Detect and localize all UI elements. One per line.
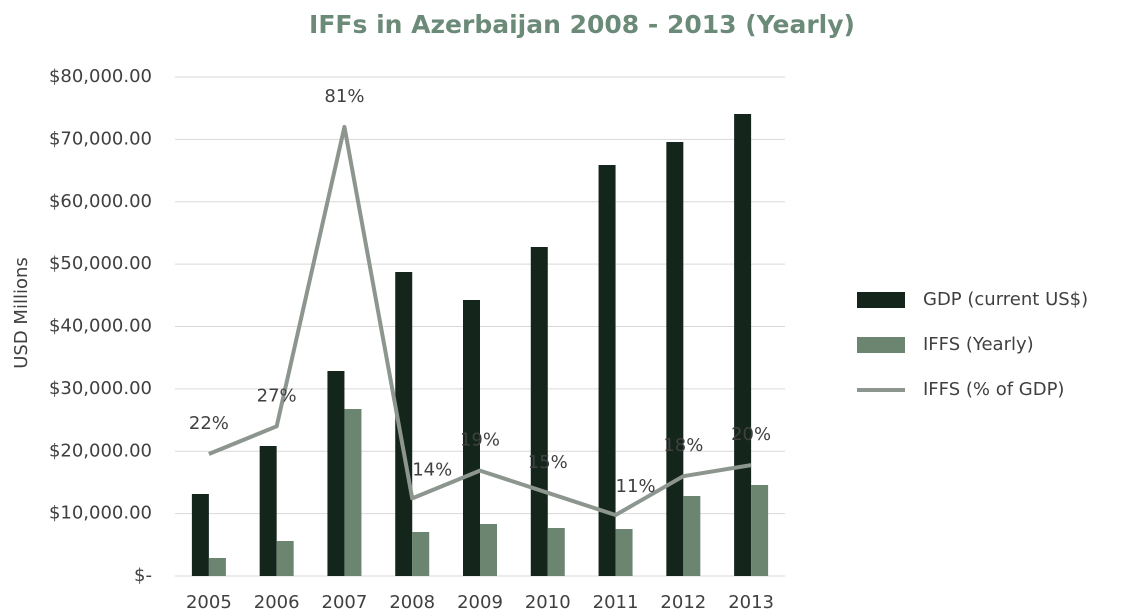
bar [751, 485, 769, 576]
y-tick-label: $10,000.00 [49, 503, 152, 524]
bar [615, 529, 633, 576]
bar [276, 541, 294, 576]
data-label: 18% [663, 435, 703, 456]
x-tick-label: 2012 [660, 592, 706, 613]
bar [327, 370, 345, 576]
chart-title: IFFs in Azerbaijan 2008 - 2013 (Yearly) [309, 10, 855, 39]
y-tick-label: $50,000.00 [49, 253, 152, 274]
data-label: 14% [412, 459, 452, 480]
legend-label: GDP (current US$) [923, 289, 1088, 310]
x-tick-label: 2008 [389, 592, 435, 613]
x-tick-label: 2013 [728, 592, 774, 613]
data-label: 27% [257, 385, 297, 406]
bar [734, 114, 752, 576]
data-label: 22% [189, 413, 229, 434]
x-tick-label: 2009 [457, 592, 503, 613]
bar [480, 523, 497, 576]
y-tick-label: $- [134, 565, 152, 586]
x-tick-label: 2006 [254, 592, 300, 613]
line [208, 124, 752, 518]
x-tick-label: 2005 [186, 592, 232, 613]
data-label: 15% [528, 452, 568, 473]
y-tick-label: $30,000.00 [49, 378, 152, 399]
x-tick-label: 2007 [322, 592, 368, 613]
legend-swatch [857, 292, 905, 308]
bar [191, 494, 209, 576]
bar [412, 532, 430, 576]
x-tick-label: 2011 [593, 592, 639, 613]
y-tick-label: $60,000.00 [49, 191, 152, 212]
bar [344, 408, 362, 576]
bar [666, 142, 684, 577]
data-label: 20% [731, 424, 771, 445]
bar [463, 300, 480, 576]
data-label: 81% [324, 86, 364, 107]
bar [598, 164, 616, 576]
bar [259, 445, 277, 576]
legend-label: IFFS (Yearly) [923, 334, 1034, 355]
bar [530, 247, 548, 577]
bar [208, 557, 226, 576]
y-tick-label: $70,000.00 [49, 128, 152, 149]
y-tick-label: $40,000.00 [49, 316, 152, 337]
legend-label: IFFS (% of GDP) [923, 379, 1064, 400]
data-label: 11% [616, 476, 656, 497]
y-tick-label: $80,000.00 [49, 66, 152, 87]
x-tick-label: 2010 [525, 592, 571, 613]
data-label: 19% [460, 430, 500, 451]
legend-swatch [857, 337, 905, 353]
y-axis-label: USD Millions [11, 257, 32, 369]
bar [683, 495, 701, 576]
y-tick-label: $20,000.00 [49, 440, 152, 461]
bar [395, 272, 413, 576]
bar [547, 528, 565, 576]
